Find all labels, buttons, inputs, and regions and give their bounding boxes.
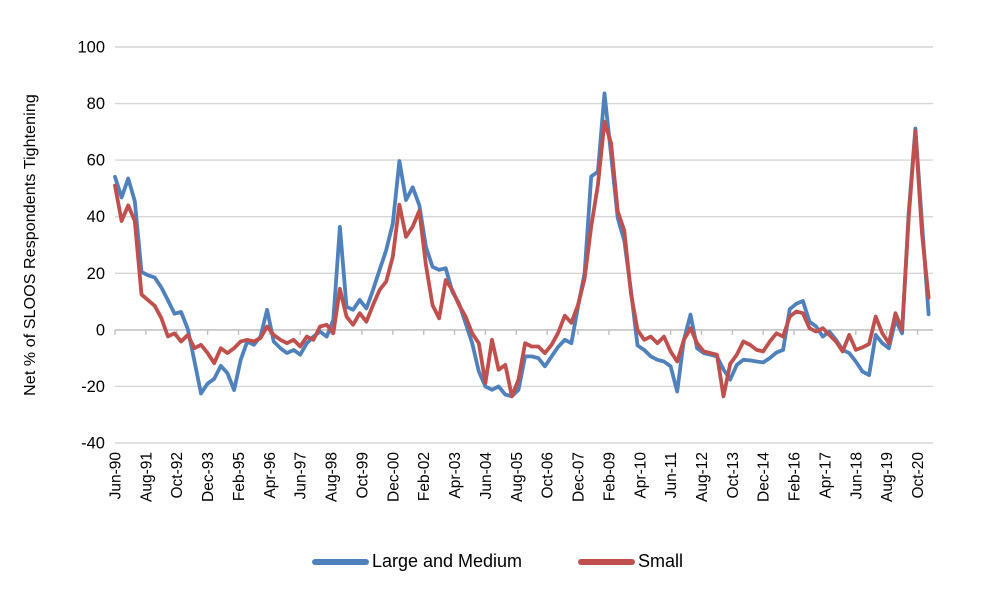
x-tick-label: Feb-16 (787, 452, 804, 501)
x-tick-label: Jun-11 (663, 452, 680, 498)
x-tick-label: Oct-13 (725, 452, 742, 499)
x-tick-label: Feb-95 (231, 452, 248, 501)
x-tick-label: Dec-93 (200, 452, 217, 502)
y-tick-label: 60 (87, 152, 105, 170)
series-line-small (113, 119, 931, 399)
y-tick-label: 0 (96, 321, 105, 339)
x-tick-label: Jun-90 (108, 452, 125, 500)
x-tick-label: Apr-03 (447, 452, 464, 499)
y-tick-label: 20 (87, 265, 105, 283)
x-tick-label: Dec-00 (385, 452, 402, 502)
legend-label-large-and-medium: Large and Medium (371, 551, 523, 571)
legend-item-large-and-medium: Large and Medium (311, 551, 523, 572)
x-tick-label: Oct-99 (354, 452, 371, 499)
x-tick-label: Oct-06 (540, 452, 557, 499)
x-tick-label: Feb-02 (416, 452, 433, 501)
x-tick-label: Jun-97 (293, 452, 310, 499)
x-tick-label: Apr-96 (262, 452, 279, 499)
y-tick-label: 80 (87, 95, 105, 113)
legend-item-small: Small (578, 551, 683, 572)
legend: Large and Medium Small (0, 551, 995, 572)
x-tick-label: Apr-10 (632, 452, 649, 499)
x-tick-label: Aug-98 (324, 452, 341, 502)
x-tick-label: Aug-19 (879, 452, 896, 502)
x-tick-label: Aug-05 (509, 452, 526, 502)
x-tick-label: Oct-20 (910, 452, 927, 499)
x-tick-label: Jun-18 (848, 452, 865, 499)
y-tick-label: 40 (87, 208, 105, 226)
x-tick-label: Dec-07 (571, 452, 588, 502)
y-tick-label: 100 (77, 39, 105, 57)
y-tick-label: -40 (81, 435, 105, 453)
x-tick-label: Feb-09 (601, 452, 618, 501)
x-tick-label: Jun-04 (478, 452, 495, 500)
x-tick-label: Oct-92 (169, 452, 186, 499)
legend-swatch-small-icon (578, 558, 636, 565)
y-tick-label: -20 (81, 378, 105, 396)
legend-label-small: Small (638, 551, 684, 571)
x-tick-label: Aug-91 (138, 452, 155, 502)
x-tick-label: Apr-17 (818, 452, 835, 499)
x-tick-label: Dec-14 (756, 452, 773, 502)
legend-swatch-large-and-medium-icon (311, 558, 369, 565)
series-line-large-and-medium (113, 91, 931, 399)
x-tick-label: Aug-12 (694, 452, 711, 502)
